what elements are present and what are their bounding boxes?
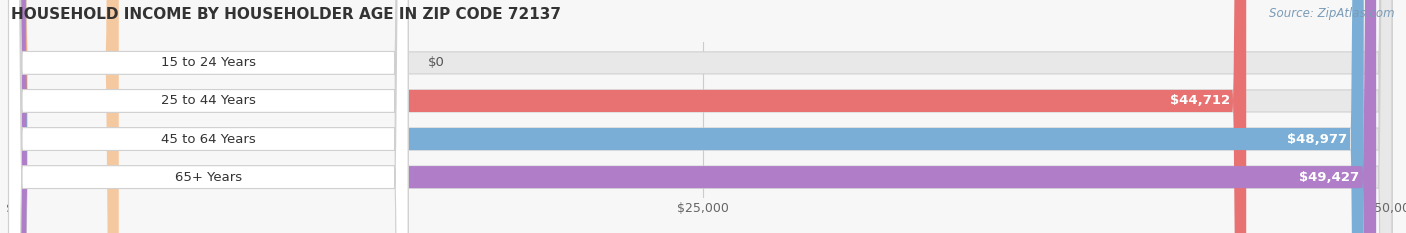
Text: HOUSEHOLD INCOME BY HOUSEHOLDER AGE IN ZIP CODE 72137: HOUSEHOLD INCOME BY HOUSEHOLDER AGE IN Z… <box>11 7 561 22</box>
FancyBboxPatch shape <box>8 0 408 233</box>
FancyBboxPatch shape <box>14 0 1392 233</box>
Text: $44,712: $44,712 <box>1170 94 1230 107</box>
Text: 15 to 24 Years: 15 to 24 Years <box>160 56 256 69</box>
FancyBboxPatch shape <box>14 0 118 233</box>
Text: Source: ZipAtlas.com: Source: ZipAtlas.com <box>1270 7 1395 20</box>
Text: 65+ Years: 65+ Years <box>174 171 242 184</box>
Text: $49,427: $49,427 <box>1299 171 1360 184</box>
Text: 45 to 64 Years: 45 to 64 Years <box>160 133 256 146</box>
FancyBboxPatch shape <box>8 0 408 233</box>
Text: 25 to 44 Years: 25 to 44 Years <box>160 94 256 107</box>
Text: $0: $0 <box>427 56 444 69</box>
FancyBboxPatch shape <box>14 0 1246 233</box>
FancyBboxPatch shape <box>8 0 408 233</box>
Text: $48,977: $48,977 <box>1286 133 1347 146</box>
FancyBboxPatch shape <box>14 0 1392 233</box>
FancyBboxPatch shape <box>8 0 408 233</box>
FancyBboxPatch shape <box>14 0 1392 233</box>
FancyBboxPatch shape <box>14 0 1376 233</box>
FancyBboxPatch shape <box>14 0 1364 233</box>
FancyBboxPatch shape <box>14 0 1392 233</box>
